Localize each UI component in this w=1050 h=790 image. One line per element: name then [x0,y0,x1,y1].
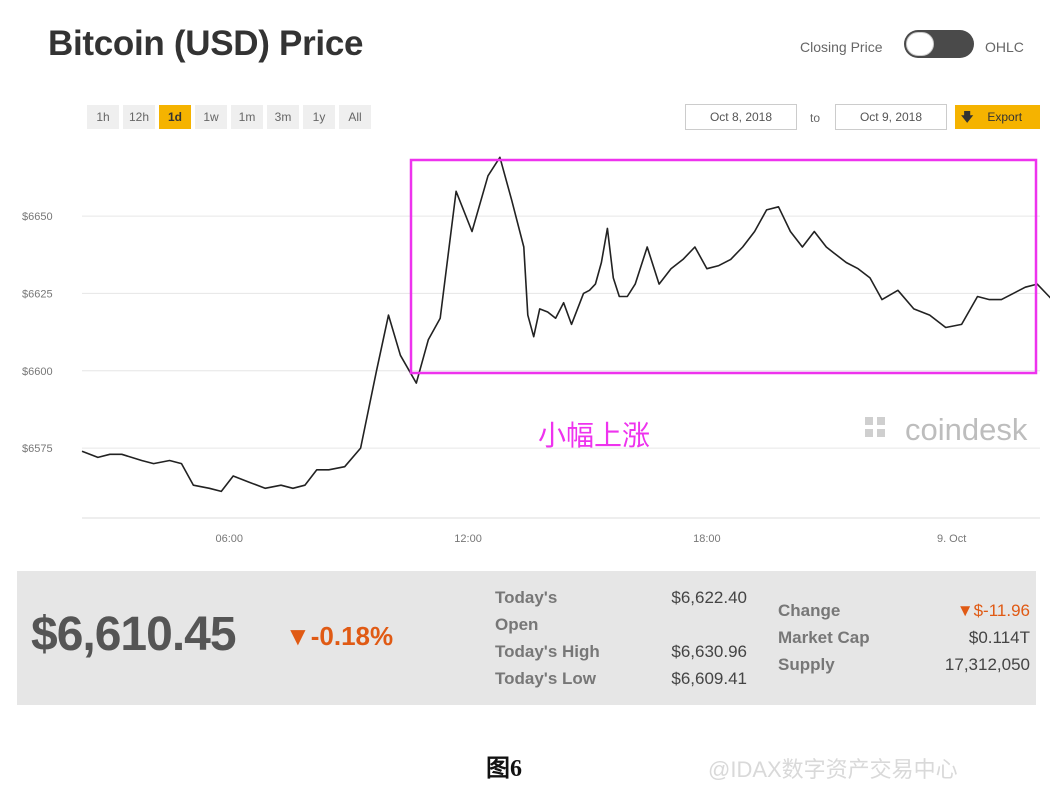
x-tick-label: 18:00 [693,533,721,545]
range-button-group: 1h 12h 1d 1w 1m 3m 1y All [87,105,371,129]
source-watermark: @IDAX数字资产交易中心 [708,757,958,782]
switch-knob [906,32,934,56]
supply-value: 17,312,050 [944,655,1030,674]
price-chart: $6650 $6625 $6600 $6575 06:00 12:00 18:00 9. Oc… [22,156,1050,545]
today-low-value: $6,609.41 [671,669,747,688]
today-low-label: Today's Low [495,669,597,688]
date-to-input[interactable] [835,104,947,130]
today-open-label-line1: Today's [495,588,558,607]
today-high-label: Today's High [495,642,600,661]
range-button-3m[interactable]: 3m [267,105,299,129]
today-open-label-line2: Open [495,615,539,634]
figure-caption: 图6 [486,756,522,782]
range-button-1y[interactable]: 1y [303,105,335,129]
logo-square [877,429,885,437]
y-tick-label: $6575 [22,443,53,455]
download-arrow-icon: 🡇 [961,110,974,124]
today-open-value: $6,622.40 [671,588,747,607]
change-label: Change [778,601,841,620]
x-tick-label: 9. Oct [937,533,966,545]
range-button-1m[interactable]: 1m [231,105,263,129]
range-button-1d[interactable]: 1d [159,105,191,129]
change-value: ▼$-11.96 [956,601,1030,620]
coindesk-wordmark: coindesk [905,412,1028,447]
range-button-all[interactable]: All [339,105,371,129]
date-separator: to [810,111,821,125]
closing-price-label: Closing Price [800,39,883,55]
date-from-input[interactable] [685,104,797,130]
export-button[interactable]: 🡇 Export [955,105,1040,129]
today-high-value: $6,630.96 [671,642,747,661]
price-mode-switch[interactable] [904,30,974,58]
x-tick-label: 12:00 [454,533,482,545]
coindesk-logo: coindesk [865,412,1028,447]
range-button-1h[interactable]: 1h [87,105,119,129]
logo-square [865,417,873,425]
page-title: Bitcoin (USD) Price [48,24,364,63]
logo-square [877,417,885,425]
annotation-text: 小幅上涨 [538,419,650,452]
range-button-1w[interactable]: 1w [195,105,227,129]
supply-label: Supply [778,655,835,674]
annotation-box [409,158,1038,375]
y-tick-label: $6650 [22,211,53,223]
stats-panel: $6,610.45 ▼-0.18% Today's Open $6,622.40… [17,571,1036,705]
x-tick-label: 06:00 [215,533,243,545]
range-button-12h[interactable]: 12h [123,105,155,129]
ohlc-label: OHLC [985,39,1024,55]
export-label: Export [987,110,1023,124]
market-cap-value: $0.114T [968,628,1030,647]
y-tick-label: $6625 [22,288,53,300]
change-percent: ▼-0.18% [285,621,394,651]
logo-square [865,429,873,437]
market-cap-label: Market Cap [778,628,870,647]
y-tick-label: $6600 [22,366,53,378]
price-line [81,156,1050,493]
current-price: $6,610.45 [31,608,237,661]
